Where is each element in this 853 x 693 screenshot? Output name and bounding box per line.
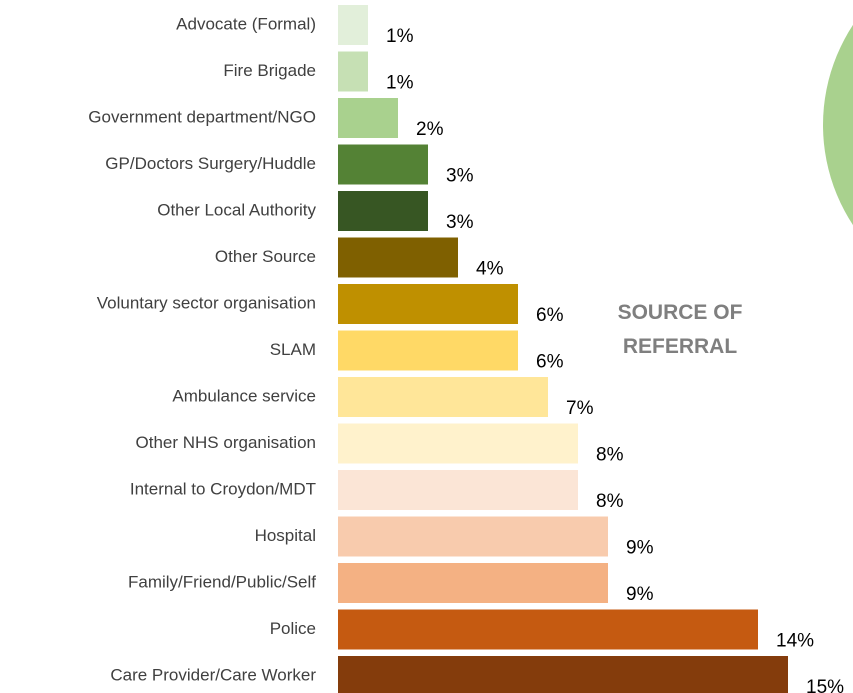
bar	[338, 609, 758, 650]
value-label: 9%	[626, 538, 654, 559]
category-label: Other Source	[215, 247, 316, 266]
category-label: Other Local Authority	[157, 200, 316, 219]
value-label: 1%	[386, 26, 414, 47]
value-label: 1%	[386, 73, 414, 94]
category-label: Government department/NGO	[88, 107, 316, 126]
category-label: Ambulance service	[172, 386, 316, 405]
category-label: Voluntary sector organisation	[97, 293, 316, 312]
bar	[338, 656, 788, 693]
pie-fragment	[823, 24, 853, 226]
category-label: Family/Friend/Public/Self	[128, 572, 316, 591]
value-label: 9%	[626, 584, 654, 605]
value-label: 7%	[566, 398, 594, 419]
bar	[338, 5, 368, 45]
value-label: 8%	[596, 445, 624, 466]
category-label: SLAM	[270, 340, 316, 359]
bar	[338, 191, 428, 231]
value-label: 2%	[416, 119, 444, 140]
value-label: 6%	[536, 352, 564, 373]
category-label: Hospital	[255, 526, 316, 545]
bar	[338, 144, 428, 185]
bar	[338, 423, 578, 464]
value-label: 8%	[596, 491, 624, 512]
bar	[338, 237, 458, 278]
value-label: 6%	[536, 305, 564, 326]
value-label: 4%	[476, 259, 504, 280]
bar	[338, 284, 518, 324]
bar	[338, 377, 548, 417]
category-label: Police	[270, 619, 316, 638]
bar	[338, 98, 398, 138]
bar	[338, 330, 518, 371]
category-label: Fire Brigade	[223, 61, 316, 80]
category-label: Internal to Croydon/MDT	[130, 479, 316, 498]
value-label: 3%	[446, 212, 474, 233]
bar	[338, 563, 608, 603]
chart-title: SOURCE OF REFERRAL	[617, 301, 743, 358]
value-label: 3%	[446, 166, 474, 187]
category-label: Care Provider/Care Worker	[110, 665, 316, 684]
bar	[338, 470, 578, 510]
bar	[338, 51, 368, 92]
bar	[338, 516, 608, 557]
category-label: Other NHS organisation	[136, 433, 316, 452]
value-label: 14%	[776, 631, 814, 652]
category-label: GP/Doctors Surgery/Huddle	[105, 154, 316, 173]
value-label: 15%	[806, 677, 844, 693]
category-label: Advocate (Formal)	[176, 14, 316, 33]
